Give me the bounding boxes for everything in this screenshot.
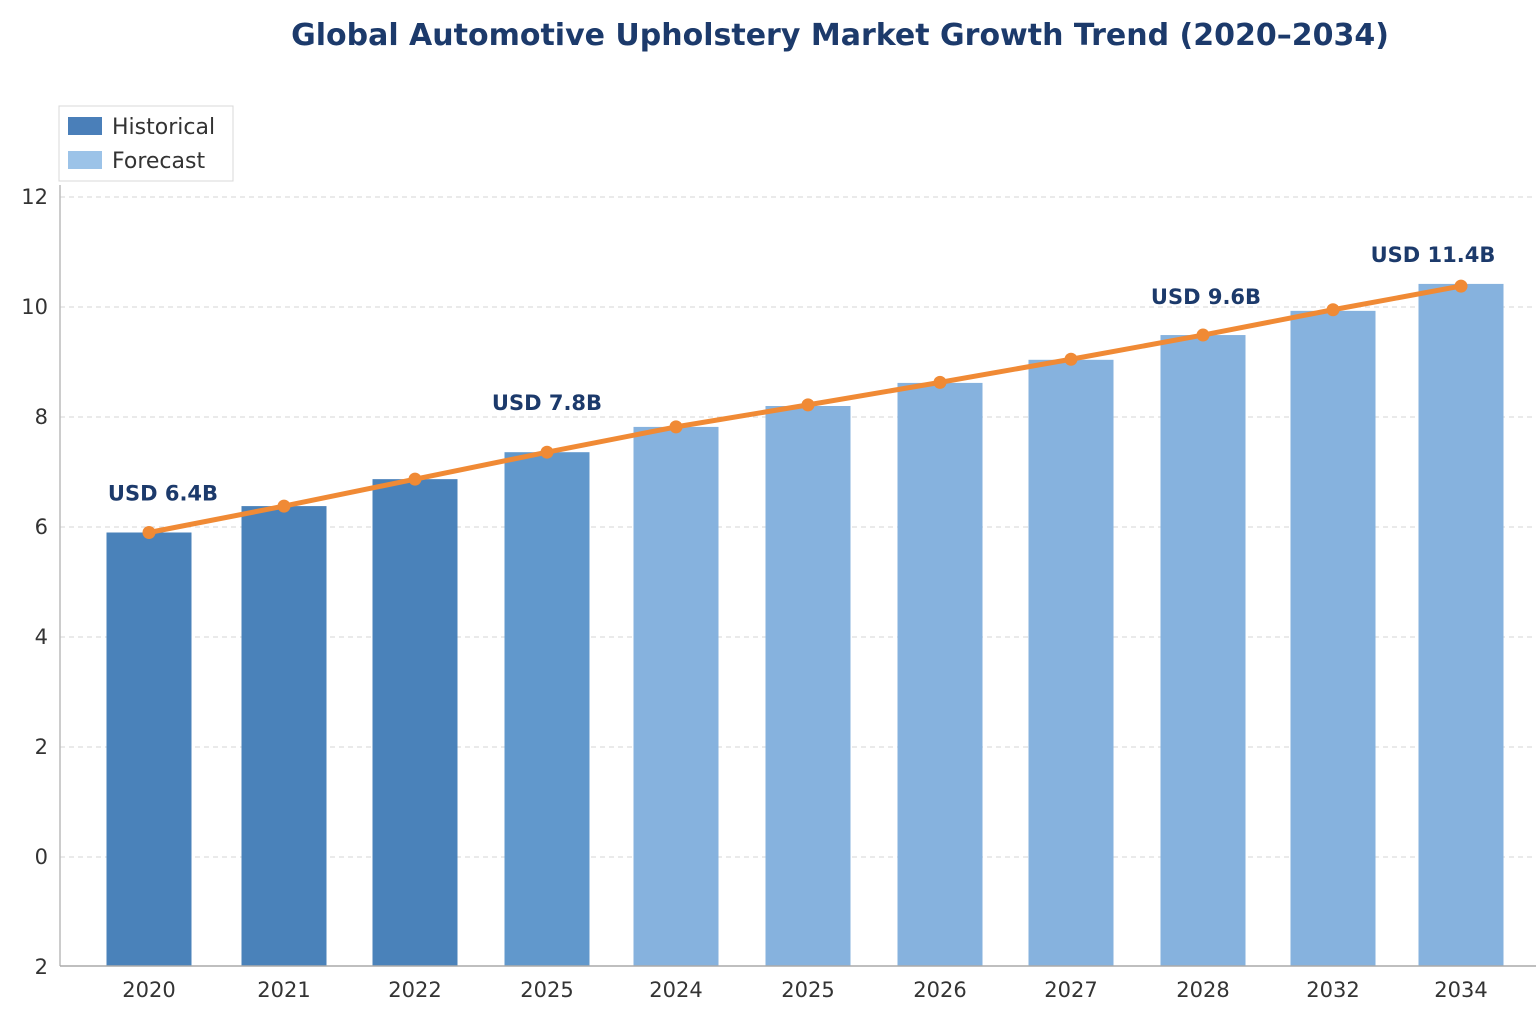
trend-point bbox=[540, 445, 554, 459]
y-tick-label: 12 bbox=[21, 185, 48, 209]
bar-forecast bbox=[897, 382, 983, 966]
bar-forecast bbox=[1160, 335, 1246, 966]
y-tick-label: 2 bbox=[35, 955, 48, 979]
legend-label-historical: Historical bbox=[112, 115, 215, 140]
trend-point bbox=[277, 499, 291, 513]
x-tick-label: 2032 bbox=[1306, 978, 1359, 1002]
trend-point bbox=[408, 472, 422, 486]
y-tick-label: 4 bbox=[35, 625, 48, 649]
trend-point bbox=[1454, 279, 1468, 293]
x-tick-label: 2020 bbox=[122, 978, 175, 1002]
value-annotation: USD 9.6B bbox=[1151, 285, 1261, 309]
trend-point bbox=[142, 526, 156, 539]
trend-point bbox=[669, 420, 683, 434]
bar-transition bbox=[504, 452, 590, 966]
x-tick-label: 2024 bbox=[649, 978, 702, 1002]
x-tick-label: 2022 bbox=[388, 978, 441, 1002]
bar-historical bbox=[241, 506, 327, 966]
x-tick-label: 2025 bbox=[781, 978, 834, 1002]
bar-forecast bbox=[765, 406, 851, 966]
x-tick-label: 2034 bbox=[1434, 978, 1487, 1002]
trend-point bbox=[801, 398, 815, 412]
chart-title: Global Automotive Upholstery Market Grow… bbox=[291, 18, 1389, 53]
trend-point bbox=[933, 375, 947, 389]
legend: Historical Forecast bbox=[58, 105, 234, 182]
legend-swatch-historical bbox=[68, 117, 102, 135]
bar-forecast bbox=[1290, 310, 1376, 967]
value-annotation: USD 7.8B bbox=[492, 391, 602, 415]
legend-swatch-forecast bbox=[68, 151, 102, 169]
trend-point bbox=[1326, 303, 1340, 317]
x-tick-label: 2021 bbox=[257, 978, 310, 1002]
y-tick-label: 2 bbox=[35, 735, 48, 759]
y-tick-label: 6 bbox=[35, 515, 48, 539]
x-tick-label: 2028 bbox=[1176, 978, 1229, 1002]
bar-historical bbox=[106, 532, 192, 966]
bar-forecast bbox=[633, 426, 719, 966]
bar-forecast bbox=[1028, 359, 1114, 966]
y-tick-label: 8 bbox=[35, 405, 48, 429]
value-annotation: USD 11.4B bbox=[1371, 243, 1496, 267]
bar-forecast bbox=[1418, 283, 1504, 966]
y-tick-label: 0 bbox=[35, 845, 48, 869]
y-tick-label: 10 bbox=[21, 295, 48, 319]
trend-point bbox=[1196, 328, 1210, 342]
trend-point bbox=[1064, 352, 1078, 366]
x-tick-label: 2025 bbox=[520, 978, 573, 1002]
x-tick-label: 2026 bbox=[913, 978, 966, 1002]
legend-label-forecast: Forecast bbox=[112, 149, 205, 174]
value-annotation: USD 6.4B bbox=[108, 482, 218, 506]
x-tick-label: 2027 bbox=[1044, 978, 1097, 1002]
bar-historical bbox=[372, 479, 458, 966]
